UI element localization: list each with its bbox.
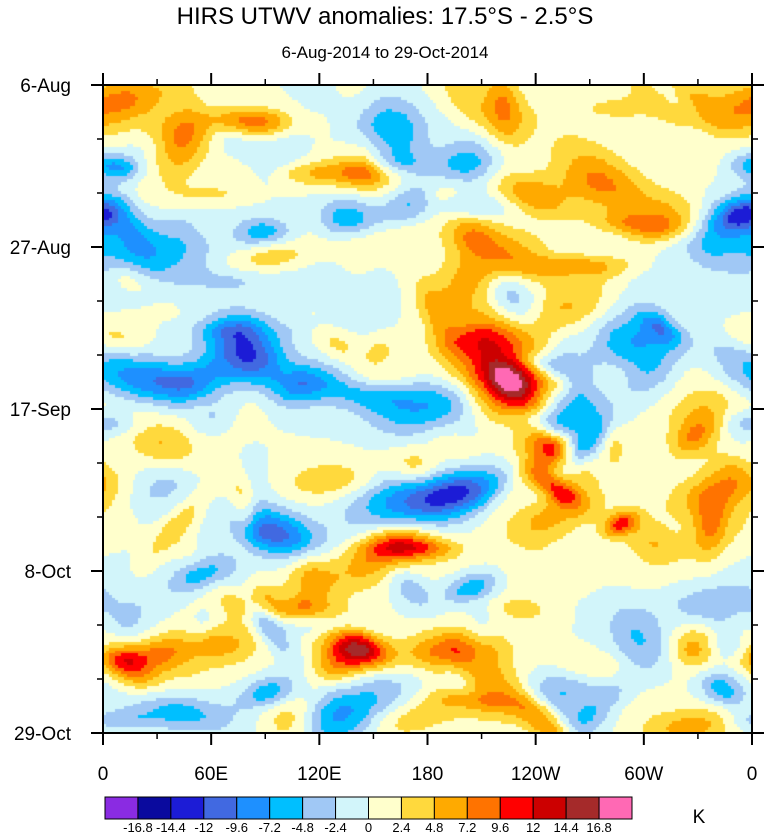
y-tick-label: 6-Aug — [20, 76, 71, 97]
colorbar-box — [170, 796, 205, 820]
y-tick-label: 8-Oct — [25, 562, 72, 583]
colorbar-box — [203, 796, 238, 820]
x-tick-label: 60W — [624, 764, 663, 785]
x-tick-label: 180 — [412, 764, 444, 785]
colorbar-label: 9.6 — [491, 820, 509, 834]
plot-area — [103, 85, 752, 733]
colorbar-label: -7.2 — [258, 820, 280, 834]
y-axis: 6-Aug 27-Aug 17-Sep 8-Oct 29-Oct — [10, 76, 764, 745]
colorbar-label: 12 — [526, 820, 540, 834]
x-tick-label: 120W — [511, 764, 561, 785]
colorbar-box — [236, 796, 271, 820]
colorbar-label: -12 — [194, 820, 213, 834]
colorbar-box — [104, 796, 139, 820]
colorbar-box — [565, 796, 600, 820]
colorbar-label: 7.2 — [458, 820, 476, 834]
colorbar-label: -14.4 — [156, 820, 186, 834]
colorbar-label: 2.4 — [392, 820, 410, 834]
colorbar-label: 16.8 — [586, 820, 611, 834]
colorbar-box — [137, 796, 172, 820]
y-tick-label: 29-Oct — [14, 724, 72, 745]
anomaly-field — [103, 85, 752, 733]
x-tick-label: 120E — [297, 764, 341, 785]
colorbar-box — [335, 796, 369, 820]
x-tick-label: 60E — [194, 764, 228, 785]
colorbar-box — [400, 796, 435, 820]
colorbar-label: -4.8 — [291, 820, 313, 834]
colorbar-label: 4.8 — [425, 820, 443, 834]
x-tick-label: 0 — [98, 764, 109, 785]
colorbar-box — [499, 796, 534, 820]
colorbar-box — [466, 796, 501, 820]
colorbar-box — [269, 796, 304, 820]
colorbar-box — [368, 796, 402, 820]
colorbar-box — [433, 796, 468, 820]
colorbar-label: 0 — [365, 820, 372, 834]
x-tick-label: 0 — [747, 764, 758, 785]
colorbar-label: 14.4 — [553, 820, 578, 834]
x-axis: 0 60E 120E 180 120W 60W 0 — [98, 73, 758, 785]
y-tick-label: 17-Sep — [10, 400, 71, 421]
colorbar-box — [598, 796, 633, 820]
colorbar-box — [532, 796, 567, 820]
colorbar-label: -9.6 — [226, 820, 248, 834]
colorbar: -16.8 -14.4 -12 -9.6 -7.2 -4.8 -2.4 0 2.4 4.8 7.2 9… — [104, 796, 633, 834]
chart-title: HIRS UTWV anomalies: 17.5°S - 2.5°S — [177, 3, 594, 30]
colorbar-unit: K — [693, 807, 706, 828]
colorbar-box — [302, 796, 337, 820]
colorbar-label: -16.8 — [123, 820, 153, 834]
chart-subtitle: 6-Aug-2014 to 29-Oct-2014 — [282, 43, 489, 62]
colorbar-label: -2.4 — [324, 820, 346, 834]
y-tick-label: 27-Aug — [10, 238, 71, 259]
